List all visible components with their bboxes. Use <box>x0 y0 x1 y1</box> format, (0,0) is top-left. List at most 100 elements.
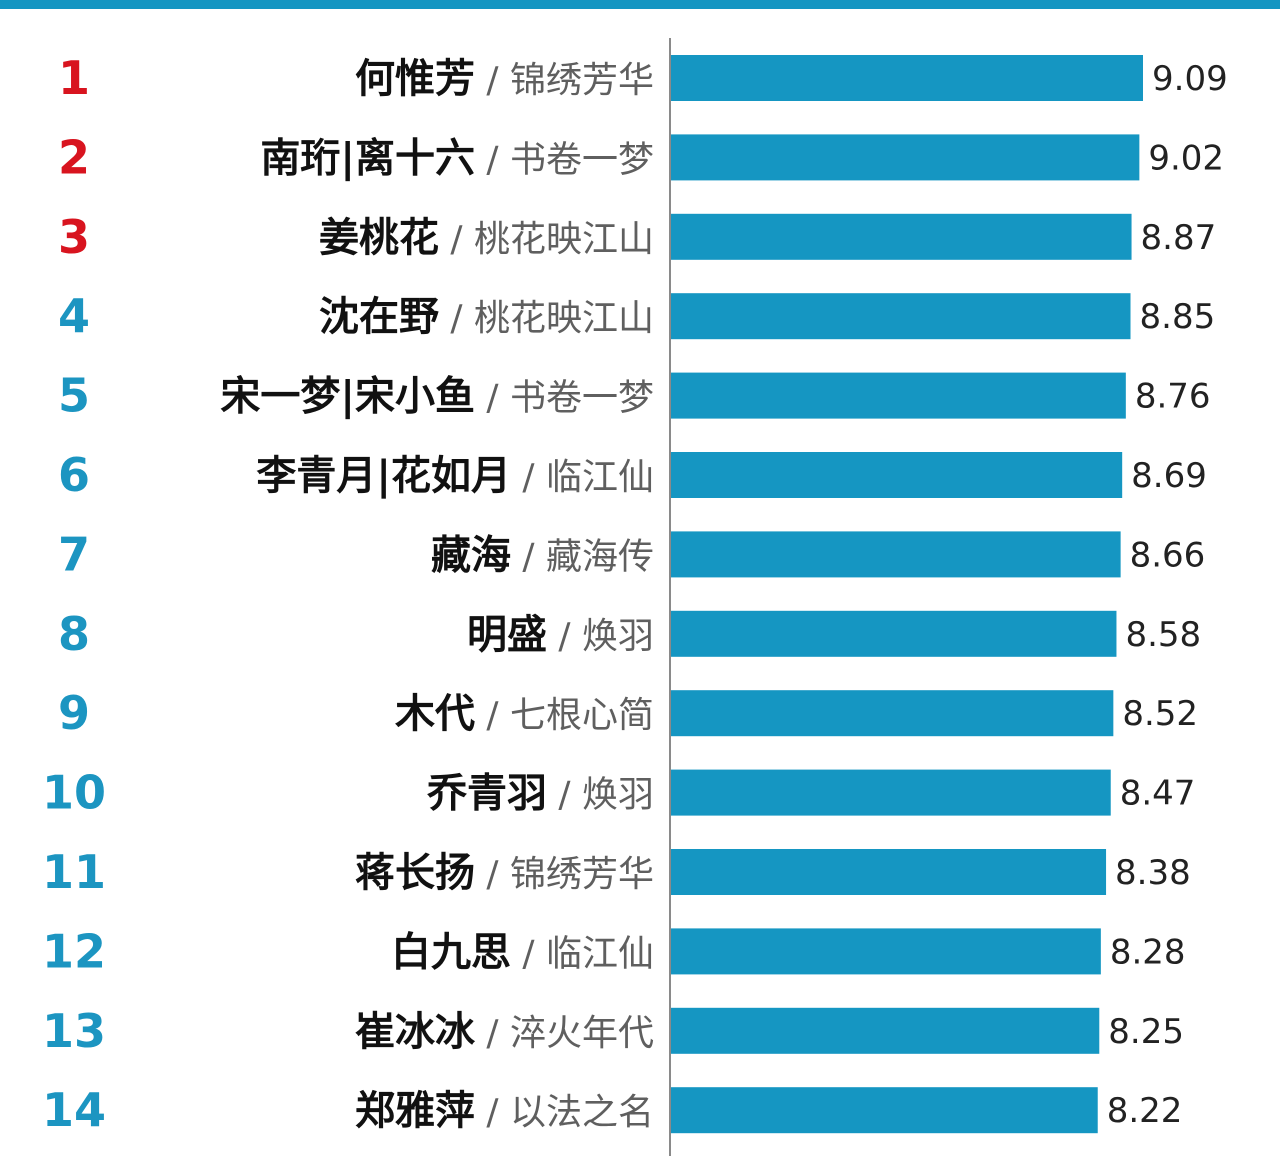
table-row: 9 木代 / 七根心简 8.52 <box>58 686 1198 740</box>
table-row: 14 郑雅萍 / 以法之名 8.22 <box>42 1083 1182 1137</box>
header-rule <box>0 0 1280 9</box>
rank-number: 6 <box>58 448 90 502</box>
data-label: 9.02 <box>1148 138 1224 178</box>
table-row: 7 藏海 / 藏海传 8.66 <box>58 527 1205 581</box>
bar <box>670 531 1121 578</box>
data-label: 8.28 <box>1110 932 1186 972</box>
character-name: 沈在野 <box>319 294 439 340</box>
data-label: 9.09 <box>1152 59 1228 99</box>
label-separator: / <box>475 139 510 180</box>
drama-title: 桃花映江山 <box>474 219 654 260</box>
label-separator: / <box>475 1092 510 1133</box>
character-name: 藏海 <box>431 532 511 578</box>
label-separator: / <box>547 775 582 816</box>
rank-number: 13 <box>42 1004 106 1058</box>
data-label: 8.76 <box>1135 377 1211 417</box>
label-separator: / <box>475 60 510 101</box>
bar <box>670 372 1126 419</box>
label-separator: / <box>475 695 510 736</box>
table-row: 12 白九思 / 临江仙 8.28 <box>42 924 1186 978</box>
drama-title: 临江仙 <box>546 457 654 498</box>
drama-title: 锦绣芳华 <box>510 854 654 895</box>
rank-number: 2 <box>58 130 90 184</box>
rank-number: 11 <box>42 845 106 899</box>
character-name: 郑雅萍 <box>355 1088 475 1134</box>
bar-label: 李青月|花如月 / 临江仙 <box>256 453 654 500</box>
label-separator: / <box>511 536 546 577</box>
character-name: 白九思 <box>391 929 511 975</box>
data-label: 8.66 <box>1130 535 1206 575</box>
bar <box>670 134 1140 181</box>
table-row: 8 明盛 / 焕羽 8.58 <box>58 607 1201 661</box>
data-label: 8.58 <box>1125 615 1201 655</box>
drama-title: 焕羽 <box>582 616 654 657</box>
drama-title: 桃花映江山 <box>474 298 654 339</box>
drama-title: 藏海传 <box>546 536 654 577</box>
bar <box>670 452 1123 498</box>
bar <box>670 1007 1100 1054</box>
rank-number: 10 <box>42 766 106 820</box>
data-label: 8.25 <box>1108 1012 1184 1052</box>
bar-label: 沈在野 / 桃花映江山 <box>319 294 654 340</box>
bar-label: 宋一梦|宋小鱼 / 书卷一梦 <box>220 374 654 421</box>
bar <box>670 293 1131 340</box>
bar-label: 乔青羽 / 焕羽 <box>427 771 654 817</box>
data-label: 8.87 <box>1141 218 1217 258</box>
rank-number: 1 <box>58 51 90 105</box>
table-row: 11 蒋长扬 / 锦绣芳华 8.38 <box>42 845 1191 899</box>
drama-title: 书卷一梦 <box>510 378 654 419</box>
label-separator: / <box>475 378 510 419</box>
character-name: 姜桃花 <box>319 215 439 261</box>
label-separator: / <box>439 298 474 339</box>
table-row: 6 李青月|花如月 / 临江仙 8.69 <box>58 448 1207 502</box>
bar-label: 藏海 / 藏海传 <box>431 532 654 578</box>
rank-number: 9 <box>58 686 90 740</box>
data-label: 8.47 <box>1120 774 1196 814</box>
bar-label: 郑雅萍 / 以法之名 <box>355 1088 654 1134</box>
data-label: 8.69 <box>1131 456 1207 496</box>
bar-label: 南珩|离十六 / 书卷一梦 <box>260 135 654 182</box>
table-row: 2 南珩|离十六 / 书卷一梦 9.02 <box>58 130 1224 184</box>
bar-label: 木代 / 七根心简 <box>395 691 654 737</box>
label-separator: / <box>439 219 474 260</box>
character-name: 何惟芳 <box>355 56 475 102</box>
rank-number: 4 <box>58 289 90 343</box>
bar <box>670 690 1114 737</box>
table-row: 3 姜桃花 / 桃花映江山 8.87 <box>58 210 1216 264</box>
bar-label: 崔冰冰 / 淬火年代 <box>355 1009 654 1055</box>
character-name: 乔青羽 <box>427 771 547 817</box>
drama-title: 七根心简 <box>510 695 654 736</box>
bar-label: 何惟芳 / 锦绣芳华 <box>355 56 654 102</box>
bar <box>670 213 1132 260</box>
rank-number: 3 <box>58 210 90 264</box>
drama-title: 焕羽 <box>582 775 654 816</box>
label-separator: / <box>547 616 582 657</box>
rank-number: 14 <box>42 1083 106 1137</box>
label-separator: / <box>475 1013 510 1054</box>
table-row: 10 乔青羽 / 焕羽 8.47 <box>42 766 1195 820</box>
label-separator: / <box>511 457 546 498</box>
table-row: 1 何惟芳 / 锦绣芳华 9.09 <box>58 51 1228 105</box>
bar <box>670 769 1111 816</box>
drama-title: 以法之名 <box>510 1092 654 1133</box>
table-row: 13 崔冰冰 / 淬火年代 8.25 <box>42 1004 1184 1058</box>
bar <box>670 55 1143 101</box>
character-name: 木代 <box>395 691 475 737</box>
character-name: 明盛 <box>467 612 547 658</box>
bar-label: 白九思 / 临江仙 <box>391 929 654 975</box>
character-name: 宋一梦|宋小鱼 <box>220 374 475 421</box>
rank-number: 5 <box>58 369 90 423</box>
drama-title: 淬火年代 <box>510 1013 654 1054</box>
bar <box>670 610 1117 657</box>
table-row: 4 沈在野 / 桃花映江山 8.85 <box>58 289 1215 343</box>
data-label: 8.52 <box>1122 694 1198 734</box>
table-row: 5 宋一梦|宋小鱼 / 书卷一梦 8.76 <box>58 369 1211 423</box>
rank-number: 8 <box>58 607 90 661</box>
label-separator: / <box>511 933 546 974</box>
bar-label: 明盛 / 焕羽 <box>467 612 654 658</box>
character-name: 李青月|花如月 <box>256 453 511 500</box>
bar-label: 姜桃花 / 桃花映江山 <box>319 215 654 261</box>
character-name: 蒋长扬 <box>355 850 475 896</box>
character-name: 崔冰冰 <box>355 1009 476 1055</box>
